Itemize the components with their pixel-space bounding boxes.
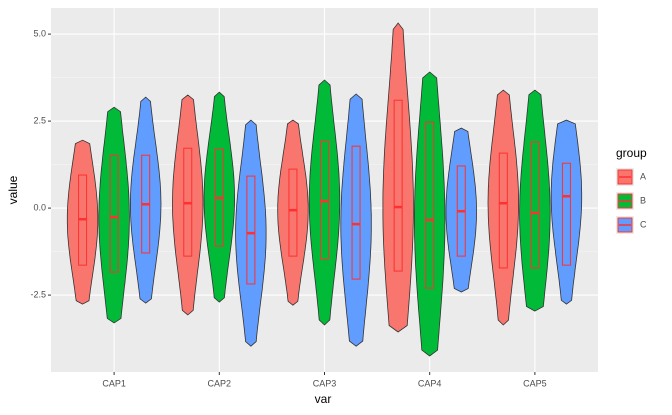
marks (66, 22, 583, 357)
y-tick-label: 2.5 (33, 115, 46, 125)
box (351, 145, 361, 280)
box (530, 141, 540, 269)
x-tick-label: CAP3 (313, 378, 337, 388)
y-tick-label: 5.0 (33, 28, 46, 38)
x-tick-label: CAP5 (523, 378, 547, 388)
legend-label: B (640, 195, 646, 205)
legend-label: A (640, 171, 646, 181)
box (246, 175, 256, 285)
x-tick-label: CAP1 (102, 378, 126, 388)
x-tick-label: CAP4 (418, 378, 442, 388)
box (498, 152, 508, 269)
x-axis-title: var (315, 392, 332, 406)
box (425, 121, 435, 289)
y-axis-title: value (6, 175, 20, 204)
box (109, 154, 119, 273)
legend-title: group (616, 146, 647, 160)
x-tick-label: CAP2 (208, 378, 232, 388)
box (393, 99, 403, 272)
y-tick-label: 0.0 (33, 202, 46, 212)
legend-label: C (640, 219, 647, 229)
box (561, 162, 571, 266)
box (288, 168, 298, 257)
y-tick-label: -2.5 (30, 289, 46, 299)
